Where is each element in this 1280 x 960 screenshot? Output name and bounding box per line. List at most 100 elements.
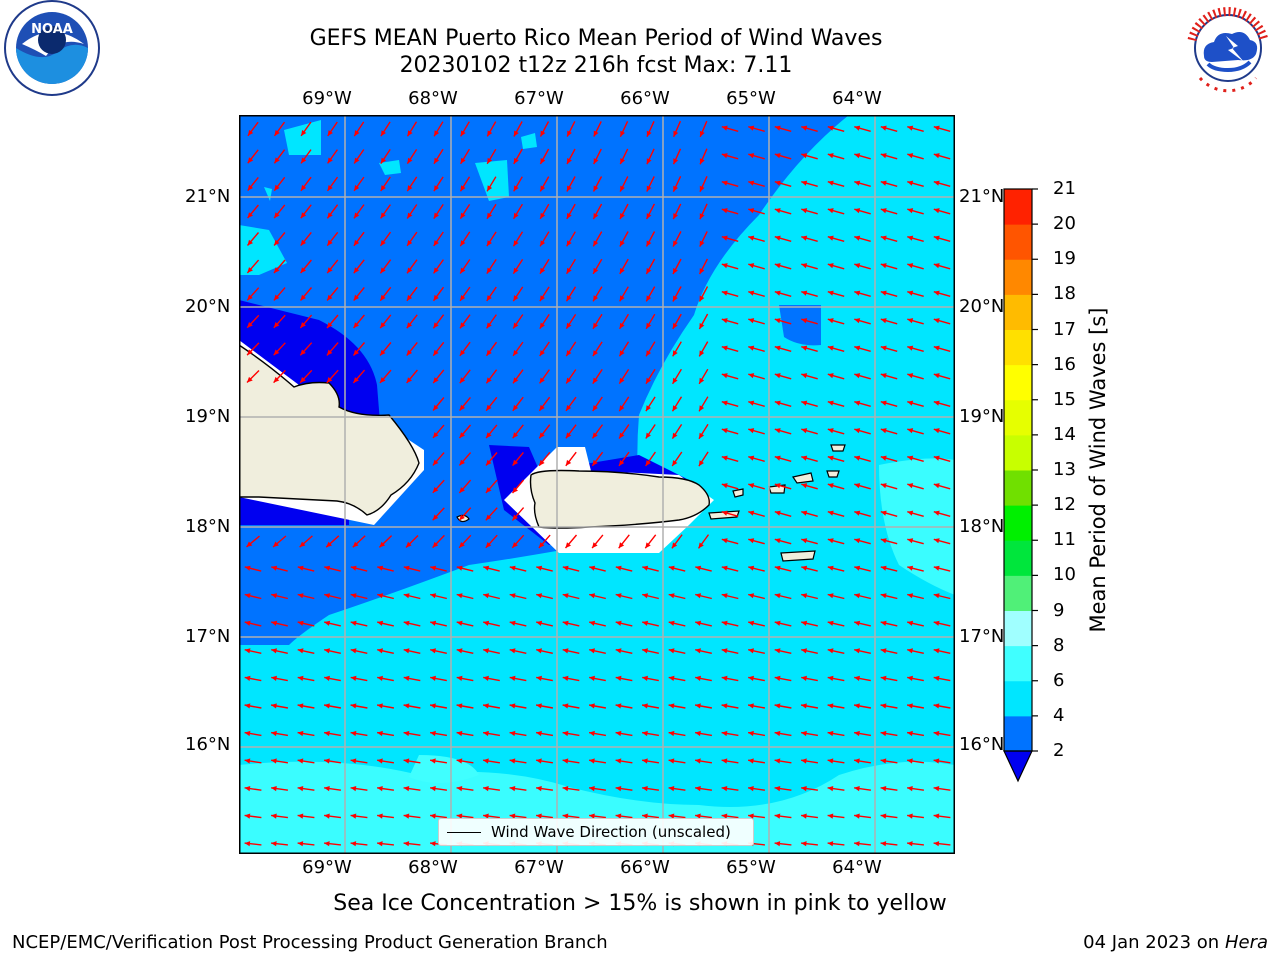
- wind-wave-arrowhead: [619, 377, 625, 384]
- wind-wave-arrowhead: [827, 373, 834, 379]
- wind-wave-arrowhead: [933, 290, 940, 296]
- wind-wave-arrowhead: [933, 620, 940, 626]
- wind-wave-arrowhead: [403, 841, 410, 847]
- wind-wave-arrowhead: [774, 153, 781, 159]
- wind-wave-arrowhead: [933, 510, 940, 516]
- wind-wave-arrowhead: [854, 235, 861, 241]
- wind-wave-arrowhead: [774, 400, 781, 406]
- wind-wave-arrowhead: [695, 648, 701, 654]
- wind-wave-arrowhead: [642, 813, 648, 819]
- wind-wave-arrowhead: [721, 428, 728, 434]
- wind-wave-arrowhead: [589, 675, 595, 681]
- wind-wave-arrowhead: [566, 212, 572, 219]
- colorbar-tick-label: 6: [1053, 669, 1065, 691]
- wind-wave-arrowhead: [274, 130, 280, 136]
- wind-wave-arrowhead: [485, 542, 492, 548]
- wind-wave-arrowhead: [695, 813, 701, 819]
- wind-wave-arrowhead: [324, 593, 331, 599]
- wind-wave-arrowhead: [646, 268, 652, 274]
- wind-wave-arrowhead: [620, 130, 625, 137]
- wind-wave-arrowhead: [430, 620, 437, 626]
- wind-wave-arrowhead: [642, 675, 648, 681]
- wind-wave-arrowhead: [907, 813, 913, 819]
- wind-wave-arrowhead: [748, 125, 755, 131]
- wind-wave-arrowhead: [827, 345, 834, 351]
- wind-wave-arrowhead: [854, 648, 860, 654]
- wind-wave-arrowhead: [353, 239, 360, 246]
- wind-wave-arrowhead: [433, 377, 439, 384]
- wind-wave-arrowhead: [774, 813, 781, 819]
- wind-wave-arrowhead: [513, 322, 519, 329]
- wind-wave-arrowhead: [567, 158, 572, 164]
- wind-wave-arrowhead: [721, 758, 728, 764]
- wind-wave-arrowhead: [562, 703, 569, 709]
- wind-wave-arrowhead: [668, 813, 675, 819]
- wind-wave-arrowhead: [324, 730, 330, 737]
- wind-wave-arrowhead: [271, 703, 277, 709]
- colorbar-tick-label: 17: [1053, 318, 1076, 340]
- wind-wave-arrowhead: [699, 268, 705, 275]
- wind-wave-arrowhead: [536, 565, 543, 571]
- wind-wave-arrowhead: [513, 295, 519, 302]
- wind-wave-arrowhead: [933, 786, 940, 792]
- wind-wave-arrowhead: [801, 125, 808, 131]
- wind-wave-arrowhead: [933, 455, 940, 461]
- wind-wave-arrowhead: [433, 404, 439, 411]
- wind-wave-arrowhead: [801, 180, 808, 186]
- wind-wave-arrowhead: [907, 675, 913, 681]
- wind-wave-arrowhead: [512, 404, 519, 411]
- wind-wave-arrowhead: [774, 758, 781, 764]
- wind-wave-arrowhead: [721, 730, 728, 737]
- wind-wave-arrowhead: [353, 322, 359, 328]
- wind-wave-arrowhead: [748, 703, 754, 709]
- wind-wave-arrowhead: [933, 373, 940, 379]
- wind-wave-arrowhead: [827, 538, 834, 544]
- wind-wave-arrowhead: [430, 730, 436, 737]
- colorbar-segment: [1004, 610, 1032, 647]
- colorbar-label: Mean Period of Wind Waves [s]: [1086, 307, 1110, 633]
- wind-wave-arrowhead: [246, 541, 253, 547]
- wind-wave-arrowhead: [406, 322, 413, 329]
- wind-wave-arrowhead: [854, 455, 861, 461]
- wind-wave-arrowhead: [432, 487, 439, 493]
- lat-tick-right: 20°N: [959, 296, 1005, 317]
- wind-wave-arrowhead: [672, 432, 678, 439]
- wind-wave-arrowhead: [432, 459, 439, 466]
- wind-wave-arrowhead: [933, 235, 940, 241]
- wind-wave-arrowhead: [483, 730, 489, 737]
- wind-wave-arrowhead: [539, 350, 545, 356]
- wind-wave-arrowhead: [699, 240, 705, 247]
- wind-wave-arrowhead: [827, 235, 834, 241]
- wind-wave-arrowhead: [483, 786, 489, 792]
- wind-wave-arrowhead: [642, 730, 648, 737]
- wind-wave-arrowhead: [801, 373, 808, 379]
- wind-wave-arrowhead: [593, 267, 599, 274]
- wind-wave-arrowhead: [513, 157, 519, 164]
- wind-wave-arrowhead: [774, 675, 781, 681]
- wind-wave-arrowhead: [907, 786, 913, 792]
- wind-wave-arrowhead: [619, 322, 625, 329]
- wind-wave-arrowhead: [589, 565, 596, 571]
- wind-wave-arrowhead: [933, 263, 940, 269]
- wind-wave-arrowhead: [589, 703, 595, 709]
- wind-wave-arrowhead: [509, 758, 516, 764]
- wind-wave-arrowhead: [271, 593, 278, 599]
- wind-wave-arrowhead: [300, 294, 306, 301]
- wind-wave-arrowhead: [430, 758, 436, 764]
- wind-wave-arrowhead: [380, 130, 386, 137]
- wind-wave-arrowhead: [827, 786, 834, 792]
- wind-wave-arrowhead: [459, 459, 465, 466]
- wind-wave-arrowhead: [485, 487, 492, 493]
- wind-wave-arrowhead: [615, 675, 622, 681]
- title-line-1: GEFS MEAN Puerto Rico Mean Period of Win…: [309, 26, 883, 51]
- colorbar-segment: [1004, 680, 1032, 717]
- wind-wave-arrowhead: [354, 157, 360, 164]
- wind-wave-arrowhead: [619, 460, 625, 466]
- wind-wave-arrowhead: [933, 538, 940, 544]
- wind-wave-arrowhead: [403, 620, 410, 626]
- wind-wave-arrowhead: [430, 565, 437, 571]
- wind-wave-arrowhead: [721, 648, 728, 654]
- wind-wave-arrowhead: [377, 758, 383, 764]
- wind-wave-arrowhead: [642, 565, 649, 571]
- wind-wave-arrowhead: [244, 841, 251, 847]
